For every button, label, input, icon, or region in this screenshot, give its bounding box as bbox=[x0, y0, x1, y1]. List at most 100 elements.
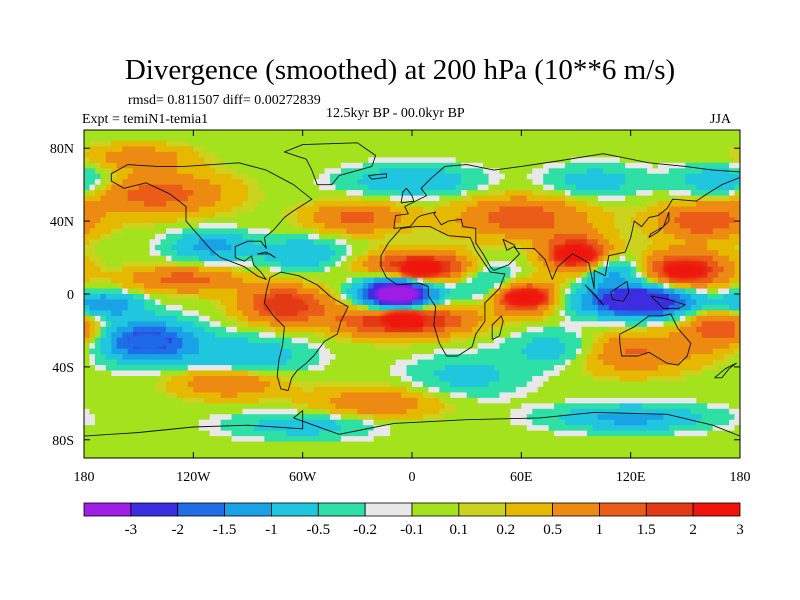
field-cell bbox=[155, 146, 194, 153]
field-cell bbox=[592, 255, 599, 262]
field-cell bbox=[674, 283, 692, 290]
field-cell bbox=[729, 408, 740, 415]
field-cell bbox=[335, 288, 342, 295]
field-cell bbox=[351, 283, 364, 290]
field-cell bbox=[100, 195, 129, 202]
field-cell bbox=[308, 403, 337, 410]
field-cell bbox=[237, 168, 326, 175]
coastline bbox=[491, 315, 504, 341]
field-cell bbox=[182, 228, 249, 235]
field-cell bbox=[231, 430, 287, 437]
field-cell bbox=[149, 294, 167, 301]
field-cell bbox=[401, 217, 457, 224]
field-cell bbox=[455, 250, 473, 257]
field-cell bbox=[166, 140, 189, 147]
field-cell bbox=[668, 332, 703, 339]
field-cell bbox=[84, 332, 91, 339]
field-cell bbox=[641, 261, 648, 268]
field-cell bbox=[554, 430, 588, 437]
field-cell bbox=[614, 255, 621, 262]
field-cell bbox=[111, 168, 134, 175]
colorbar-label: 3 bbox=[736, 522, 744, 538]
field-cell bbox=[357, 299, 364, 306]
field-cell bbox=[248, 337, 293, 344]
field-cell bbox=[690, 321, 703, 328]
map-area bbox=[83, 129, 741, 459]
field-cell bbox=[674, 299, 686, 306]
field-cell bbox=[319, 173, 331, 180]
field-cell bbox=[647, 321, 665, 328]
field-cell bbox=[543, 173, 566, 180]
field-cell bbox=[597, 239, 610, 246]
field-cell bbox=[264, 195, 320, 202]
field-cell bbox=[499, 206, 544, 213]
field-cell bbox=[160, 277, 211, 284]
field-cell bbox=[565, 397, 697, 404]
field-cell bbox=[554, 310, 561, 317]
field-cell bbox=[707, 272, 719, 279]
field-cell bbox=[84, 206, 200, 213]
field-cell bbox=[171, 244, 194, 251]
field-cell bbox=[565, 348, 577, 355]
field-cell bbox=[625, 162, 654, 169]
field-cell bbox=[198, 222, 238, 229]
field-cell bbox=[319, 206, 391, 213]
field-cell bbox=[619, 157, 736, 164]
field-cell bbox=[105, 261, 123, 268]
field-cell bbox=[357, 414, 375, 421]
field-cell bbox=[444, 326, 473, 333]
field-cell bbox=[559, 337, 583, 344]
field-cell bbox=[466, 337, 495, 344]
field-cell bbox=[472, 326, 490, 333]
field-cell bbox=[100, 332, 107, 339]
field-cell bbox=[586, 277, 604, 284]
field-cell bbox=[494, 310, 544, 317]
field-cell bbox=[209, 277, 244, 284]
field-cell bbox=[548, 376, 593, 383]
field-cell bbox=[729, 288, 740, 295]
field-cell bbox=[351, 250, 364, 257]
field-cell bbox=[707, 430, 740, 437]
field-cell bbox=[111, 321, 129, 328]
field-cell bbox=[466, 277, 473, 284]
colorbar-swatch bbox=[458, 502, 507, 517]
field-cell bbox=[718, 365, 740, 372]
field-cell bbox=[477, 228, 599, 235]
field-cell bbox=[160, 332, 178, 339]
field-cell bbox=[258, 201, 298, 208]
field-cell bbox=[592, 370, 681, 377]
coastline bbox=[400, 187, 415, 204]
colorbar-label: -1 bbox=[265, 522, 278, 538]
field-cell bbox=[450, 233, 506, 240]
field-cell bbox=[565, 195, 577, 202]
field-cell bbox=[647, 206, 670, 213]
field-cell bbox=[302, 222, 326, 229]
field-cell bbox=[647, 288, 665, 295]
field-cell bbox=[220, 157, 369, 164]
field-cell bbox=[734, 354, 740, 361]
field-cell bbox=[182, 337, 200, 344]
field-cell bbox=[461, 315, 484, 322]
field-cell bbox=[84, 326, 91, 333]
field-cell bbox=[335, 419, 364, 426]
field-cell bbox=[258, 310, 276, 317]
field-cell bbox=[324, 266, 331, 273]
field-cell bbox=[729, 359, 740, 366]
field-cell bbox=[231, 244, 331, 251]
field-cell bbox=[734, 326, 740, 333]
feature-extremum bbox=[380, 310, 425, 329]
field-cell bbox=[696, 184, 736, 191]
field-cell bbox=[193, 332, 216, 339]
field-cell bbox=[171, 272, 194, 279]
field-cell bbox=[351, 294, 358, 301]
field-cell bbox=[565, 419, 615, 426]
field-cell bbox=[428, 386, 440, 393]
field-cell bbox=[100, 266, 123, 273]
field-cell bbox=[630, 261, 637, 268]
field-cell bbox=[450, 266, 462, 273]
field-cell bbox=[586, 365, 615, 372]
field-cell bbox=[269, 321, 347, 328]
field-cell bbox=[242, 310, 260, 317]
field-cell bbox=[450, 310, 479, 317]
field-cell bbox=[237, 294, 255, 301]
